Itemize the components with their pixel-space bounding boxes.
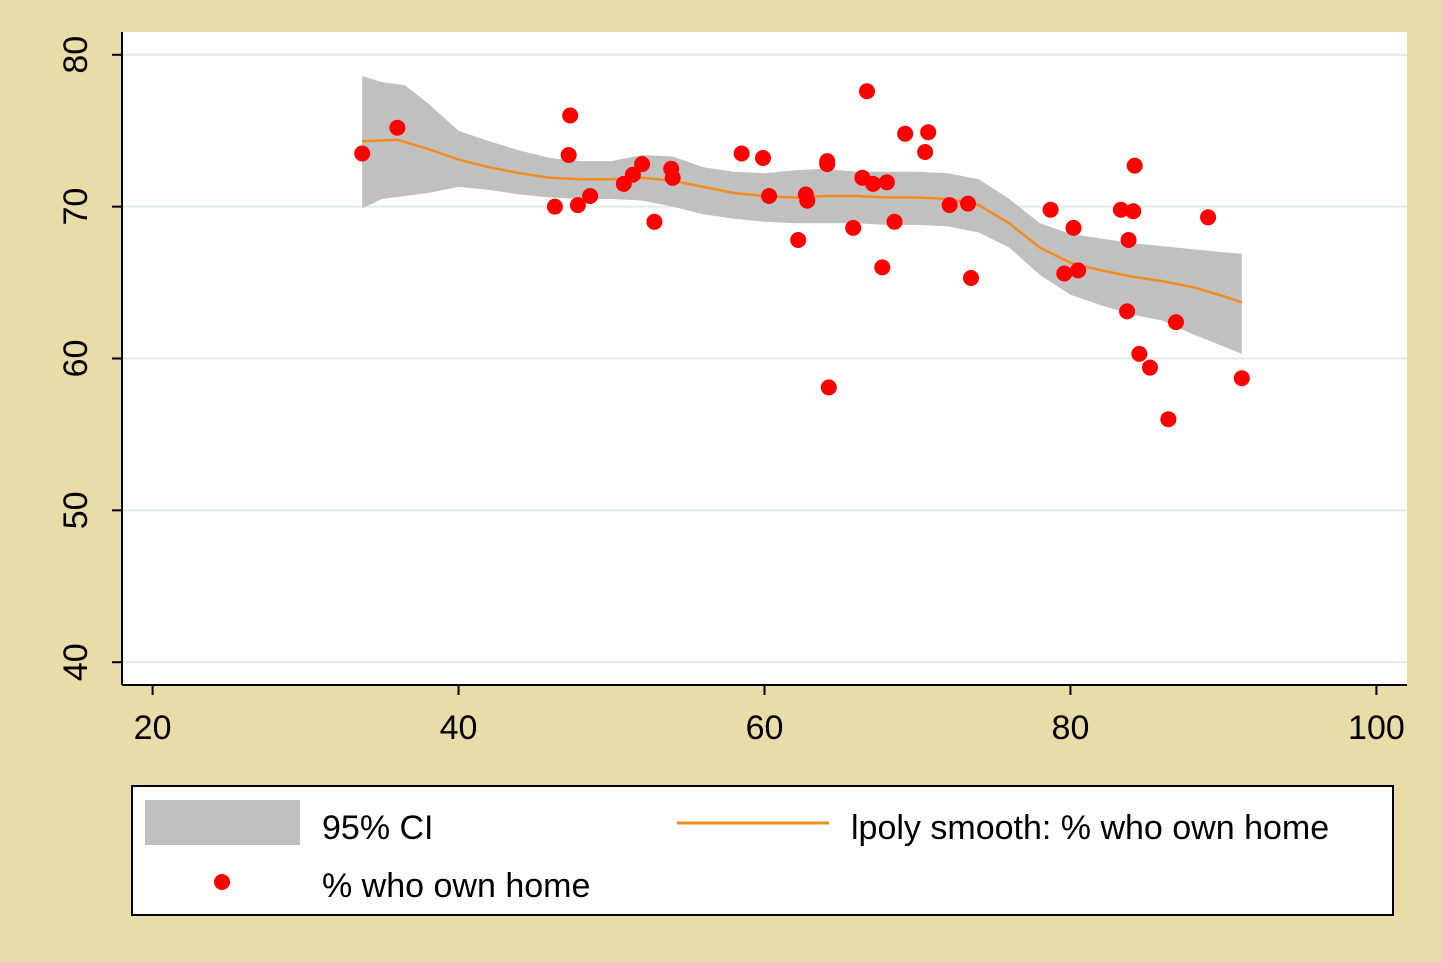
data-point xyxy=(582,188,599,204)
ci-band xyxy=(362,76,1242,354)
data-point xyxy=(569,197,586,214)
x-tick-label: 40 xyxy=(440,709,478,747)
data-point xyxy=(799,192,816,209)
data-point xyxy=(963,270,979,286)
data-point xyxy=(560,147,577,163)
data-point xyxy=(886,213,903,230)
gridlines xyxy=(122,53,1407,664)
data-point xyxy=(920,124,937,141)
data-point xyxy=(960,195,976,212)
ci-band-layer xyxy=(362,76,1242,354)
x-tick-label: 20 xyxy=(134,709,172,747)
data-point xyxy=(1056,265,1073,282)
y-tick-label: 50 xyxy=(57,491,95,529)
data-point xyxy=(624,166,641,183)
data-point xyxy=(878,174,895,191)
data-point xyxy=(389,119,406,136)
data-point xyxy=(897,125,914,142)
data-point xyxy=(859,83,875,100)
legend-point-marker xyxy=(214,874,230,890)
data-point xyxy=(1120,232,1137,248)
x-tick-label: 100 xyxy=(1348,709,1405,747)
data-point xyxy=(941,197,958,214)
scatter-points-layer xyxy=(354,83,1250,428)
data-point xyxy=(562,107,579,124)
data-point xyxy=(761,188,778,204)
legend-box xyxy=(131,785,1394,916)
y-tick-label: 70 xyxy=(57,188,95,226)
y-tick-label: 40 xyxy=(57,643,95,681)
data-point xyxy=(1119,303,1136,320)
data-point xyxy=(1126,157,1143,174)
data-point xyxy=(1168,314,1184,331)
data-point xyxy=(874,259,891,276)
data-point xyxy=(755,150,771,166)
data-point xyxy=(634,156,651,173)
data-point xyxy=(664,169,681,186)
x-tick-label: 80 xyxy=(1052,709,1090,747)
data-point xyxy=(1125,203,1142,220)
data-point xyxy=(646,213,663,230)
legend-ci-label: 95% CI xyxy=(322,809,434,847)
legend-points-label: % who own home xyxy=(322,867,590,905)
data-point xyxy=(1112,201,1129,218)
data-point xyxy=(1042,201,1059,218)
legend-ci-swatch xyxy=(145,800,300,845)
data-point xyxy=(1065,219,1082,236)
data-point xyxy=(1070,262,1087,279)
legend: 95% CI lpoly smooth: % who own home % wh… xyxy=(131,785,1394,916)
data-point xyxy=(845,219,862,236)
data-point xyxy=(1160,411,1177,428)
axes: 40 50 60 70 80 20 40 60 80 100 xyxy=(57,32,1407,747)
data-point xyxy=(790,232,807,248)
data-point xyxy=(819,156,836,173)
data-point xyxy=(354,145,371,162)
data-point xyxy=(733,145,750,162)
data-point xyxy=(546,198,563,215)
y-tick-label: 80 xyxy=(57,36,95,74)
data-point xyxy=(1131,345,1148,362)
data-point xyxy=(865,175,882,192)
y-tick-label: 60 xyxy=(57,340,95,378)
data-point xyxy=(820,379,837,396)
x-tick-label: 60 xyxy=(746,709,784,747)
data-point xyxy=(917,144,934,160)
legend-line-label: lpoly smooth: % who own home xyxy=(851,809,1329,847)
data-point xyxy=(1200,209,1217,226)
data-point xyxy=(1233,370,1250,387)
data-point xyxy=(1142,359,1158,376)
